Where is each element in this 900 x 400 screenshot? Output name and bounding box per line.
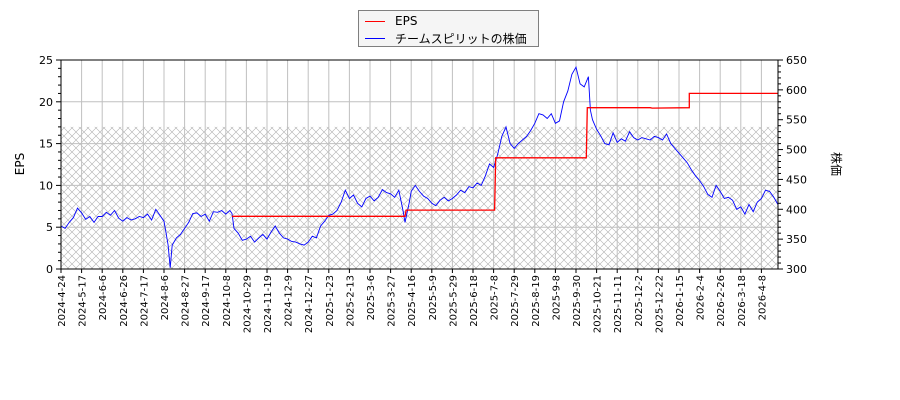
- x-tick-label: 2024-6-6: [98, 275, 109, 320]
- x-tick-label: 2026-4-8: [757, 275, 768, 320]
- x-tick-label: 2026-2-26: [716, 275, 727, 327]
- x-tick-label: 2026-2-4: [696, 275, 707, 320]
- legend-item-price: チームスピリットの株価: [365, 30, 527, 46]
- right-tick-label: 600: [786, 84, 807, 97]
- left-tick-label: 0: [46, 263, 53, 276]
- left-tick-label: 5: [46, 221, 53, 234]
- right-tick-label: 650: [786, 54, 807, 67]
- x-tick-label: 2024-12-9: [284, 275, 295, 327]
- x-tick-label: 2025-8-19: [531, 275, 542, 327]
- x-tick-label: 2025-7-8: [490, 275, 501, 320]
- x-tick-label: 2024-8-6: [160, 275, 171, 320]
- x-tick-label: 2026-1-15: [675, 275, 686, 327]
- x-tick-label: 2025-11-11: [613, 275, 624, 333]
- x-axis: 2024-4-24 2024-5-17 2024-6-6 2024-6-26 2024-…: [57, 269, 768, 333]
- x-tick-label: 2024-10-8: [222, 275, 233, 327]
- price-swatch-icon: [365, 37, 385, 39]
- legend-label-price: チームスピリットの株価: [395, 31, 527, 46]
- x-tick-label: 2025-10-21: [593, 275, 604, 333]
- left-y-axis: 0 5 10 15 20 25: [39, 54, 61, 276]
- plot-frame: [60, 59, 779, 270]
- x-tick-label: 2024-12-27: [304, 275, 315, 333]
- x-tick-label: 2025-3-27: [387, 275, 398, 327]
- x-tick-label: 2025-5-9: [428, 275, 439, 320]
- left-tick-label: 20: [39, 96, 53, 109]
- x-tick-label: 2024-7-17: [139, 275, 150, 327]
- x-tick-label: 2025-1-23: [325, 275, 336, 327]
- x-tick-label: 2024-5-17: [78, 275, 89, 327]
- eps-line: [232, 92, 778, 217]
- x-tick-label: 2024-6-26: [119, 275, 130, 327]
- legend-item-eps: EPS: [365, 13, 417, 29]
- x-tick-label: 2025-3-6: [366, 275, 377, 320]
- right-y-axis: 300 350 400 450 500 550 600 650: [778, 54, 807, 276]
- x-tick-label: 2025-6-18: [469, 275, 480, 327]
- left-tick-label: 25: [39, 54, 53, 67]
- right-tick-label: 350: [786, 233, 807, 246]
- x-tick-label: 2025-12-22: [654, 275, 665, 333]
- x-tick-label: 2025-2-13: [345, 275, 356, 327]
- x-tick-label: 2025-4-16: [407, 275, 418, 327]
- legend: EPS チームスピリットの株価: [358, 10, 539, 47]
- x-tick-label: 2026-3-18: [737, 275, 748, 327]
- left-tick-label: 15: [39, 138, 53, 151]
- x-tick-label: 2025-12-2: [634, 275, 645, 327]
- right-tick-label: 300: [786, 263, 807, 276]
- left-tick-label: 10: [39, 179, 53, 192]
- right-tick-label: 550: [786, 114, 807, 127]
- legend-label-eps: EPS: [395, 14, 418, 28]
- right-tick-label: 450: [786, 173, 807, 186]
- price-line: [61, 66, 778, 268]
- x-tick-label: 2025-5-29: [448, 275, 459, 327]
- x-tick-label: 2024-11-19: [263, 275, 274, 333]
- x-tick-label: 2024-9-17: [201, 275, 212, 327]
- right-tick-label: 400: [786, 203, 807, 216]
- right-axis-label: 株価: [829, 152, 844, 176]
- x-tick-label: 2025-9-8: [551, 275, 562, 320]
- left-axis-label: EPS: [13, 153, 27, 175]
- x-tick-label: 2025-7-29: [510, 275, 521, 327]
- x-tick-label: 2024-10-29: [242, 275, 253, 333]
- eps-swatch-icon: [365, 20, 385, 22]
- right-tick-label: 500: [786, 144, 807, 157]
- x-tick-label: 2024-8-27: [181, 275, 192, 327]
- x-tick-label: 2024-4-24: [57, 275, 68, 327]
- x-tick-label: 2025-9-30: [572, 275, 583, 327]
